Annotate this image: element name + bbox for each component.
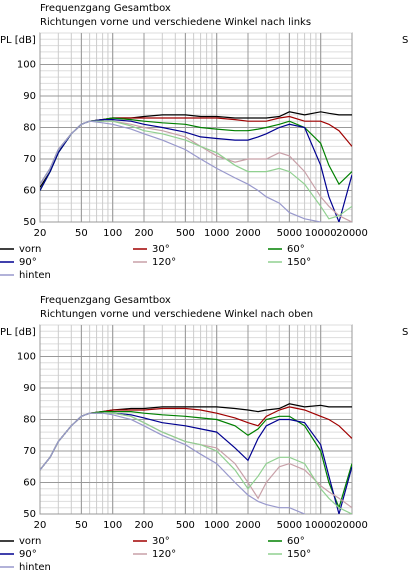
x-tick-label: 1000 bbox=[204, 228, 229, 239]
cut-label: S bbox=[402, 327, 408, 338]
y-axis-label: PL [dB] bbox=[0, 35, 36, 46]
y-tick-label: 100 bbox=[17, 60, 36, 71]
y-tick-label: 80 bbox=[23, 123, 36, 134]
x-tick-label: 20 bbox=[34, 228, 47, 239]
x-tick-label: 200 bbox=[134, 228, 153, 239]
x-tick-label: 50 bbox=[75, 520, 88, 531]
y-tick-label: 100 bbox=[17, 352, 36, 363]
x-tick-label: 1000 bbox=[204, 520, 229, 531]
x-tick-label: 20000 bbox=[336, 228, 368, 239]
y-tick-label: 70 bbox=[23, 154, 36, 165]
y-tick-label: 50 bbox=[23, 509, 36, 520]
x-tick-label: 50 bbox=[75, 228, 88, 239]
chart-subtitle: Richtungen vorne und verschiedene Winkel… bbox=[40, 309, 313, 320]
plot-lines bbox=[40, 111, 352, 222]
x-tick-label: 10000 bbox=[305, 520, 337, 531]
legend-label: 120° bbox=[152, 257, 176, 268]
x-tick-label: 2000 bbox=[235, 520, 260, 531]
legend-label: 60° bbox=[287, 244, 305, 255]
y-tick-label: 70 bbox=[23, 446, 36, 457]
legend-label: hinten bbox=[19, 562, 51, 573]
y-tick-label: 60 bbox=[23, 186, 36, 197]
legend-label: 30° bbox=[152, 244, 170, 255]
chart-title: Frequenzgang Gesamtbox bbox=[40, 3, 171, 14]
legend-label: 30° bbox=[152, 536, 170, 547]
series-line bbox=[40, 120, 322, 222]
y-tick-label: 80 bbox=[23, 415, 36, 426]
x-tick-label: 20 bbox=[34, 520, 47, 531]
chart: Frequenzgang Gesamtbox Richtungen vorne u… bbox=[0, 3, 408, 281]
x-tick-label: 5000 bbox=[277, 228, 302, 239]
legend-label: 60° bbox=[287, 536, 305, 547]
y-axis-label: PL [dB] bbox=[0, 327, 36, 338]
y-tick-label: 90 bbox=[23, 383, 36, 394]
plot-lines bbox=[40, 403, 352, 514]
legend-label: vorn bbox=[19, 244, 41, 255]
x-tick-label: 200 bbox=[134, 520, 153, 531]
legend-label: vorn bbox=[19, 536, 41, 547]
x-tick-label: 2000 bbox=[235, 228, 260, 239]
y-tick-label: 50 bbox=[23, 217, 36, 228]
chart-title: Frequenzgang Gesamtbox bbox=[40, 295, 171, 306]
x-tick-label: 10000 bbox=[305, 228, 337, 239]
chart-subtitle: Richtungen vorne und verschiedene Winkel… bbox=[40, 17, 311, 28]
legend-label: 150° bbox=[287, 549, 311, 560]
legend-label: 90° bbox=[19, 257, 37, 268]
legend-label: hinten bbox=[19, 270, 51, 281]
x-tick-label: 100 bbox=[103, 228, 122, 239]
legend-label: 150° bbox=[287, 257, 311, 268]
series-line bbox=[40, 412, 306, 514]
x-tick-label: 20000 bbox=[336, 520, 368, 531]
x-tick-label: 5000 bbox=[277, 520, 302, 531]
legend-label: 90° bbox=[19, 549, 37, 560]
x-tick-label: 100 bbox=[103, 520, 122, 531]
x-tick-label: 500 bbox=[176, 228, 195, 239]
cut-label: S bbox=[402, 35, 408, 46]
y-tick-label: 90 bbox=[23, 91, 36, 102]
x-tick-label: 500 bbox=[176, 520, 195, 531]
chart: Frequenzgang Gesamtbox Richtungen vorne u… bbox=[0, 295, 408, 573]
legend-label: 120° bbox=[152, 549, 176, 560]
y-tick-label: 60 bbox=[23, 478, 36, 489]
